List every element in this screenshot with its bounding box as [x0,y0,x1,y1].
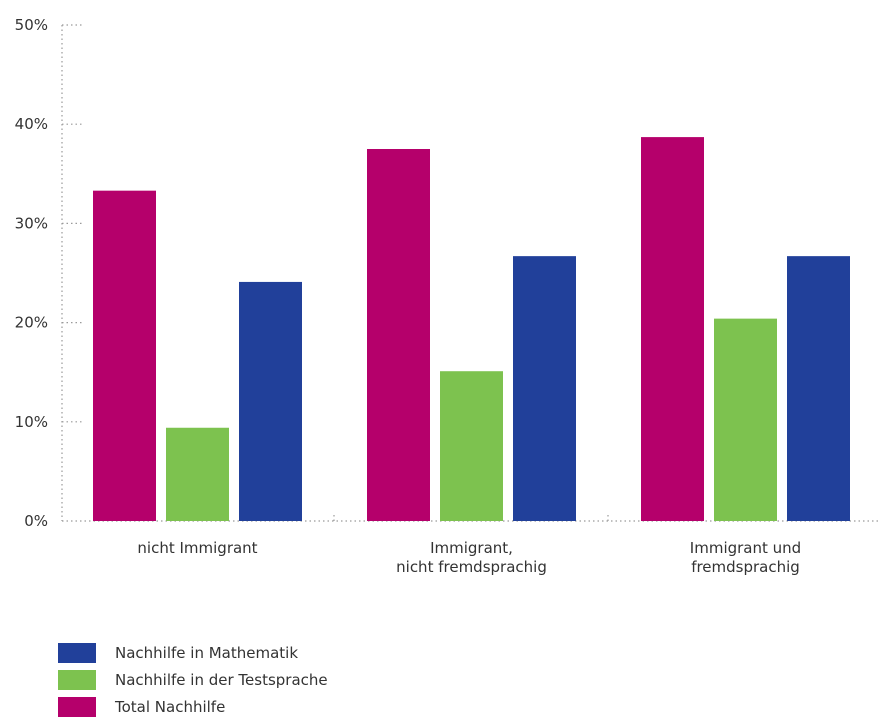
bar [440,371,503,521]
chart-bars [93,137,850,521]
x-category-label: Immigrant und fremdsprachig [690,539,801,576]
bar [513,256,576,521]
x-axis-labels: nicht Immigrant Immigrant, nicht fremdspra… [137,539,801,576]
chart-legend: Nachhilfe in Mathematik Nachhilfe in der … [58,643,328,724]
legend-item: Total Nachhilfe [58,697,328,717]
legend-label: Nachhilfe in Mathematik [115,644,299,662]
bar [641,137,704,521]
bar [714,318,777,521]
bar [787,256,850,521]
y-tick-label: 20% [15,314,48,332]
legend-item: Nachhilfe in Mathematik [58,643,328,663]
bar [367,149,430,521]
bar [93,190,156,521]
x-category-label: nicht Immigrant [137,539,257,557]
legend-label: Nachhilfe in der Testsprache [115,671,328,689]
y-tick-label: 50% [15,16,48,34]
y-tick-label: 40% [15,115,48,133]
bar [239,281,302,521]
x-category-label: Immigrant, nicht fremdsprachig [396,539,547,576]
legend-label: Total Nachhilfe [115,698,226,716]
y-axis-ticks: 0% 10% 20% 30% 40% 50% [15,16,84,530]
bar-chart: 0% 10% 20% 30% 40% 50% nicht Immigrant Immigra… [15,16,878,576]
legend-item: Nachhilfe in der Testsprache [58,670,328,690]
bar [166,427,229,521]
legend-swatch [58,643,96,663]
legend-swatch [58,697,96,717]
y-tick-label: 30% [15,214,48,232]
y-tick-label: 0% [24,512,48,530]
y-tick-label: 10% [15,413,48,431]
legend-swatch [58,670,96,690]
